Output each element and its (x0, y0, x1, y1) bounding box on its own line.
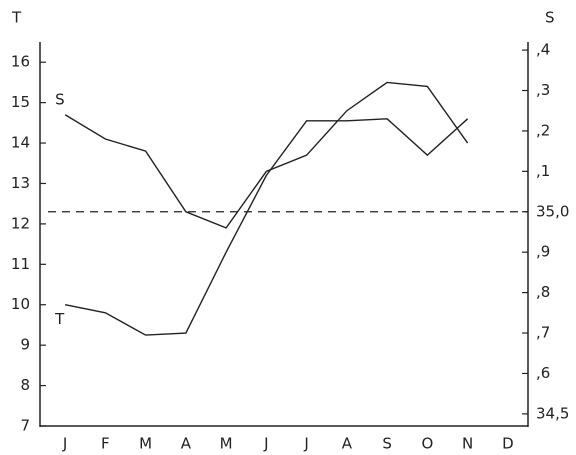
y-tick-label: 7 (20, 417, 30, 435)
y2-tick-label: 35,0 (536, 202, 569, 220)
y2-tick-label: ,9 (536, 243, 550, 261)
y2-tick-label: ,2 (536, 121, 550, 139)
y-tick-label: 10 (11, 295, 30, 313)
series-label: S (55, 90, 65, 108)
x-tick-label: N (462, 435, 473, 453)
x-tick-label: J (263, 435, 268, 453)
x-tick-label: O (421, 435, 433, 453)
series-line (64, 81, 469, 229)
y-tick-label: 11 (11, 255, 30, 273)
y-tick-label: 15 (11, 93, 30, 111)
y2-tick-label: ,1 (536, 162, 550, 180)
y-tick-label: 14 (11, 134, 30, 152)
y2-tick-label: ,3 (536, 81, 550, 99)
x-tick-label: A (181, 435, 192, 453)
series-label: T (54, 310, 65, 328)
x-tick-label: M (220, 435, 233, 453)
y-tick-label: 16 (11, 53, 30, 71)
x-tick-label: A (342, 435, 353, 453)
x-tick-label: J (303, 435, 308, 453)
y2-tick-label: ,8 (536, 283, 550, 301)
y-axis-title: T (11, 9, 22, 27)
y-tick-label: 12 (11, 214, 30, 232)
y2-tick-label: ,6 (536, 364, 550, 382)
x-tick-label: F (101, 435, 110, 453)
y-tick-label: 9 (20, 336, 30, 354)
y2-tick-label: ,4 (536, 41, 550, 59)
x-tick-label: M (139, 435, 152, 453)
x-tick-label: J (62, 435, 67, 453)
series-line (64, 118, 469, 336)
y2-tick-label: 34,5 (536, 404, 569, 422)
y2-tick-label: ,7 (536, 324, 550, 342)
y-tick-label: 8 (20, 376, 30, 394)
x-tick-label: S (382, 435, 392, 453)
x-tick-label: D (502, 435, 514, 453)
y2-axis-title: S (545, 9, 555, 27)
y-tick-label: 13 (11, 174, 30, 192)
